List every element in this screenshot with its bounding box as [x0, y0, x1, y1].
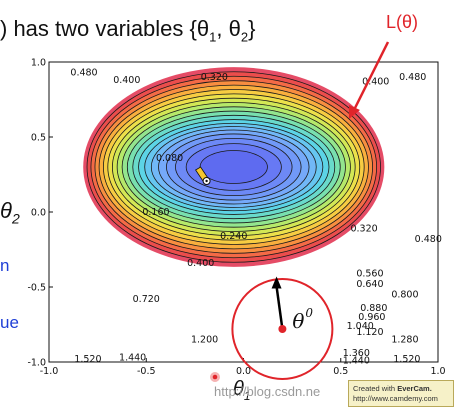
side-text-fragment: ue [0, 313, 19, 332]
contour-label: 0.960 [358, 312, 385, 323]
contour-label: 0.320 [350, 224, 377, 235]
contour-label: 1.440 [119, 353, 146, 364]
contour-line [126, 110, 341, 224]
contour-label: 0.480 [399, 72, 426, 83]
x-tick-label: -0.5 [137, 366, 156, 377]
contour-label: 1.120 [356, 327, 383, 338]
y-tick-label: -0.5 [27, 283, 46, 294]
contour-label: 1.280 [391, 335, 418, 346]
loss-arrow-head [349, 105, 360, 119]
contour-label: 1.440 [343, 356, 370, 367]
start-point-marker [278, 325, 287, 333]
loss-arrow-shaft [352, 41, 390, 111]
red-circle-annotation [231, 278, 334, 380]
contour-line [94, 80, 373, 254]
contour-line [138, 119, 330, 215]
contour-label: 0.160 [142, 207, 169, 218]
contour-line [98, 84, 369, 250]
contour-line [90, 75, 378, 259]
contour-line [116, 102, 351, 232]
contour-labels: 0.480 0.400 0.320 0.400 0.480 0.080 0.160 0.240… [70, 68, 441, 367]
x-axis-label: θ1 [233, 378, 251, 403]
contour-line [102, 89, 365, 245]
contour-line [175, 137, 293, 197]
x-tick-label: 1.0 [430, 366, 445, 377]
contour-line [166, 133, 302, 201]
cursor-dot-icon [212, 374, 218, 380]
contour-label: 1.520 [393, 354, 420, 365]
contour-label: 0.400 [187, 258, 214, 269]
contour-line [185, 143, 282, 191]
y-tick-label: 0.5 [31, 133, 46, 144]
contour-label: 0.560 [356, 269, 383, 280]
contour-line [150, 126, 317, 208]
start-point-label: θ [292, 309, 304, 333]
x-tick-label: 0.5 [333, 366, 348, 377]
evercam-badge: Created with EverCam. http://www.camdemy… [348, 380, 454, 407]
gradient-arrow-shaft [275, 286, 284, 330]
gradient-arrow-head [271, 276, 282, 289]
contour-line [144, 122, 324, 212]
contour-line [86, 71, 381, 263]
contour-label: 0.400 [113, 75, 140, 86]
y-tick-label: 1.0 [31, 58, 46, 69]
x-tick-label: -1.0 [40, 366, 59, 377]
contour-line [132, 114, 336, 220]
contour-line [158, 129, 310, 205]
loss-label: L(θ) [386, 12, 419, 32]
start-point-superscript: 0 [305, 306, 313, 320]
contour-label: 0.320 [201, 72, 228, 83]
y-tick-label: 0.0 [31, 208, 46, 219]
watermark: http://blog.csdn.ne [214, 384, 321, 399]
contour-lines [86, 71, 381, 263]
contour-label: 0.480 [70, 68, 97, 79]
contour-band [200, 150, 268, 184]
contour-label: 0.720 [133, 294, 160, 305]
contour-label: 1.040 [347, 321, 374, 332]
axis-ticks: -1.0 -0.5 0.0 0.5 1.0 1.0 0.5 0.0 -0.5 -1.0 [27, 58, 445, 378]
contour-label: 0.640 [356, 279, 383, 290]
contour-label: 1.360 [343, 348, 370, 359]
contour-label: 1.520 [74, 354, 101, 365]
contour-label: 0.080 [156, 153, 183, 164]
y-axis-label: θ2 [0, 198, 20, 227]
x-tick-label: 0.0 [236, 366, 251, 377]
contour-line [121, 106, 346, 228]
contour-line [111, 97, 356, 237]
side-text-fragment: n [0, 256, 10, 275]
contour-label: 0.240 [220, 231, 247, 242]
slide-title: ) has two variables {θ1, θ2} [0, 16, 256, 45]
contour-label: 1.200 [191, 335, 218, 346]
contour-label: 0.880 [360, 303, 387, 314]
contour-label: 0.400 [362, 77, 389, 88]
contour-line [107, 93, 361, 241]
contour-label: 0.800 [391, 290, 418, 301]
y-tick-label: -1.0 [27, 358, 46, 369]
pen-cursor-dot-icon [205, 179, 208, 183]
contour-label: 0.480 [415, 234, 442, 245]
